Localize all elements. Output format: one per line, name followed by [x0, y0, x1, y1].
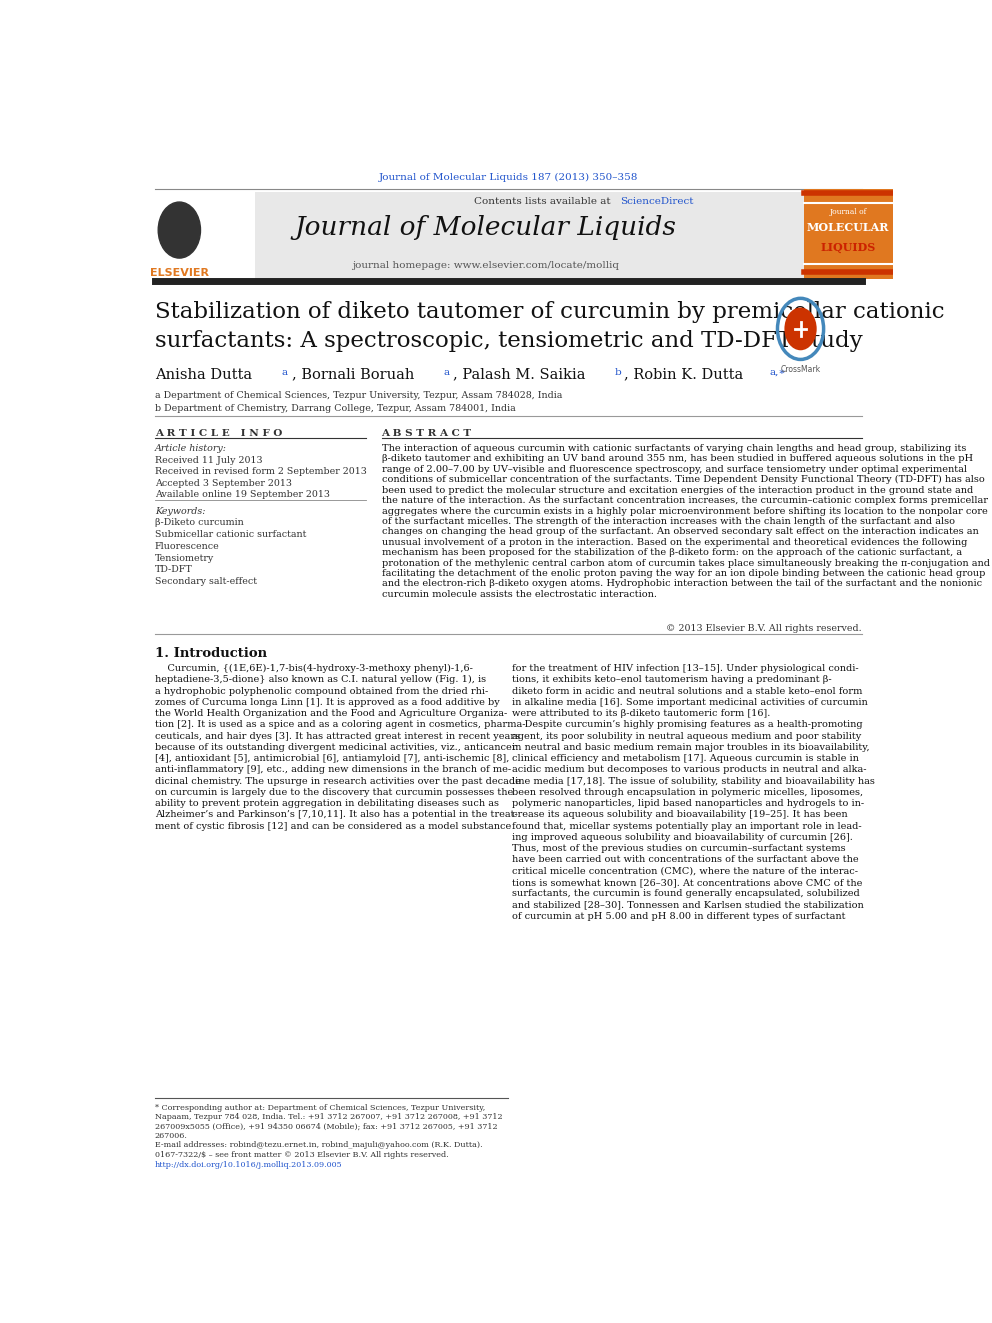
Text: © 2013 Elsevier B.V. All rights reserved.: © 2013 Elsevier B.V. All rights reserved… — [667, 624, 862, 634]
Text: Curcumin, {(1E,6E)-1,7-bis(4-hydroxy-3-methoxy phenyl)-1,6-: Curcumin, {(1E,6E)-1,7-bis(4-hydroxy-3-m… — [155, 664, 472, 673]
Ellipse shape — [158, 202, 200, 258]
Text: * Corresponding author at: Department of Chemical Sciences, Tezpur University,: * Corresponding author at: Department of… — [155, 1105, 485, 1113]
Text: journal homepage: www.elsevier.com/locate/molliq: journal homepage: www.elsevier.com/locat… — [352, 261, 619, 270]
FancyBboxPatch shape — [805, 189, 893, 279]
Text: MOLECULAR: MOLECULAR — [807, 222, 890, 233]
Text: Thus, most of the previous studies on curcumin–surfactant systems: Thus, most of the previous studies on cu… — [512, 844, 846, 853]
Text: Received in revised form 2 September 2013: Received in revised form 2 September 201… — [155, 467, 367, 476]
Text: Journal of: Journal of — [829, 208, 867, 216]
Text: a: a — [443, 368, 449, 377]
Text: Fluorescence: Fluorescence — [155, 542, 219, 550]
Text: diketo form in acidic and neutral solutions and a stable keto–enol form: diketo form in acidic and neutral soluti… — [512, 687, 863, 696]
Text: Napaam, Tezpur 784 028, India. Tel.: +91 3712 267007, +91 3712 267008, +91 3712: Napaam, Tezpur 784 028, India. Tel.: +91… — [155, 1113, 502, 1122]
Text: polymeric nanoparticles, lipid based nanoparticles and hydrogels to in-: polymeric nanoparticles, lipid based nan… — [512, 799, 864, 808]
Text: b Department of Chemistry, Darrang College, Tezpur, Assam 784001, India: b Department of Chemistry, Darrang Colle… — [155, 405, 516, 413]
Text: ceuticals, and hair dyes [3]. It has attracted great interest in recent years: ceuticals, and hair dyes [3]. It has att… — [155, 732, 520, 741]
Text: anti-inflammatory [9], etc., adding new dimensions in the branch of me-: anti-inflammatory [9], etc., adding new … — [155, 765, 511, 774]
Text: LIQUIDS: LIQUIDS — [820, 242, 876, 253]
Text: of curcumin at pH 5.00 and pH 8.00 in different types of surfactant: of curcumin at pH 5.00 and pH 8.00 in di… — [512, 912, 846, 921]
Text: 267009x5055 (Office), +91 94350 06674 (Mobile); fax: +91 3712 267005, +91 3712: 267009x5055 (Office), +91 94350 06674 (M… — [155, 1122, 497, 1130]
Text: for the treatment of HIV infection [13–15]. Under physiological condi-: for the treatment of HIV infection [13–1… — [512, 664, 859, 673]
Text: Stabilization of diketo tautomer of curcumin by premicellar cationic
surfactants: Stabilization of diketo tautomer of curc… — [155, 302, 944, 352]
Text: a,∗: a,∗ — [770, 368, 787, 377]
Text: Article history:: Article history: — [155, 445, 227, 452]
Text: Alzheimer’s and Parkinson’s [7,10,11]. It also has a potential in the treat-: Alzheimer’s and Parkinson’s [7,10,11]. I… — [155, 811, 518, 819]
Text: ⬛: ⬛ — [168, 205, 191, 242]
Text: dicinal chemistry. The upsurge in research activities over the past decade: dicinal chemistry. The upsurge in resear… — [155, 777, 521, 786]
Text: , Bornali Boruah: , Bornali Boruah — [292, 368, 419, 381]
Text: b: b — [614, 368, 621, 377]
Circle shape — [785, 307, 816, 351]
Text: TD-DFT: TD-DFT — [155, 565, 192, 574]
Text: 267006.: 267006. — [155, 1131, 187, 1139]
Text: ing improved aqueous solubility and bioavailability of curcumin [26].: ing improved aqueous solubility and bioa… — [512, 833, 853, 841]
Text: Received 11 July 2013: Received 11 July 2013 — [155, 456, 262, 466]
Text: The interaction of aqueous curcumin with cationic surfactants of varying chain l: The interaction of aqueous curcumin with… — [382, 445, 990, 599]
Text: [4], antioxidant [5], antimicrobial [6], antiamyloid [7], anti-ischemic [8],: [4], antioxidant [5], antimicrobial [6],… — [155, 754, 509, 763]
Text: Journal of Molecular Liquids: Journal of Molecular Liquids — [295, 214, 677, 239]
Text: and stabilized [28–30]. Tonnessen and Karlsen studied the stabilization: and stabilized [28–30]. Tonnessen and Ka… — [512, 901, 864, 909]
Text: 0167-7322/$ – see front matter © 2013 Elsevier B.V. All rights reserved.: 0167-7322/$ – see front matter © 2013 El… — [155, 1151, 448, 1159]
Text: a hydrophobic polyphenolic compound obtained from the dried rhi-: a hydrophobic polyphenolic compound obta… — [155, 687, 488, 696]
Text: Secondary salt-effect: Secondary salt-effect — [155, 577, 257, 586]
Text: were attributed to its β-diketo tautomeric form [16].: were attributed to its β-diketo tautomer… — [512, 709, 771, 718]
Text: CrossMark: CrossMark — [781, 365, 820, 373]
Text: , Palash M. Saikia: , Palash M. Saikia — [453, 368, 590, 381]
Text: ELSEVIER: ELSEVIER — [150, 267, 209, 278]
Text: in alkaline media [16]. Some important medicinal activities of curcumin: in alkaline media [16]. Some important m… — [512, 697, 868, 706]
Text: Despite curcumin’s highly promising features as a health-promoting: Despite curcumin’s highly promising feat… — [512, 720, 863, 729]
Text: http://dx.doi.org/10.1016/j.molliq.2013.09.005: http://dx.doi.org/10.1016/j.molliq.2013.… — [155, 1162, 342, 1170]
Text: on curcumin is largely due to the discovery that curcumin possesses the: on curcumin is largely due to the discov… — [155, 789, 513, 796]
Text: zomes of Curcuma longa Linn [1]. It is approved as a food additive by: zomes of Curcuma longa Linn [1]. It is a… — [155, 697, 500, 706]
Text: ability to prevent protein aggregation in debilitating diseases such as: ability to prevent protein aggregation i… — [155, 799, 499, 808]
Text: Contents lists available at: Contents lists available at — [474, 197, 614, 206]
Text: crease its aqueous solubility and bioavailability [19–25]. It has been: crease its aqueous solubility and bioava… — [512, 811, 848, 819]
FancyBboxPatch shape — [155, 192, 255, 279]
Text: Accepted 3 September 2013: Accepted 3 September 2013 — [155, 479, 292, 488]
Text: the World Health Organization and the Food and Agriculture Organiza-: the World Health Organization and the Fo… — [155, 709, 507, 718]
Text: ScienceDirect: ScienceDirect — [620, 197, 693, 206]
Text: a Department of Chemical Sciences, Tezpur University, Tezpur, Assam 784028, Indi: a Department of Chemical Sciences, Tezpu… — [155, 392, 562, 400]
Text: have been carried out with concentrations of the surfactant above the: have been carried out with concentration… — [512, 856, 859, 864]
Text: a: a — [282, 368, 288, 377]
Text: because of its outstanding divergent medicinal activities, viz., anticancer: because of its outstanding divergent med… — [155, 742, 516, 751]
Text: found that, micellar systems potentially play an important role in lead-: found that, micellar systems potentially… — [512, 822, 862, 831]
Text: ment of cystic fibrosis [12] and can be considered as a model substance: ment of cystic fibrosis [12] and can be … — [155, 822, 511, 831]
Text: line media [17,18]. The issue of solubility, stability and bioavailability has: line media [17,18]. The issue of solubil… — [512, 777, 875, 786]
Text: Available online 19 September 2013: Available online 19 September 2013 — [155, 490, 329, 499]
Text: Anisha Dutta: Anisha Dutta — [155, 368, 257, 381]
Text: , Robin K. Dutta: , Robin K. Dutta — [625, 368, 748, 381]
Text: clinical efficiency and metabolism [17]. Aqueous curcumin is stable in: clinical efficiency and metabolism [17].… — [512, 754, 859, 763]
Text: acidic medium but decomposes to various products in neutral and alka-: acidic medium but decomposes to various … — [512, 765, 867, 774]
Text: in neutral and basic medium remain major troubles in its bioavailability,: in neutral and basic medium remain major… — [512, 742, 870, 751]
Text: tion [2]. It is used as a spice and as a coloring agent in cosmetics, pharma-: tion [2]. It is used as a spice and as a… — [155, 720, 525, 729]
Text: 1. Introduction: 1. Introduction — [155, 647, 267, 660]
Text: heptadiene-3,5-dione} also known as C.I. natural yellow (Fig. 1), is: heptadiene-3,5-dione} also known as C.I.… — [155, 675, 486, 684]
Text: E-mail addresses: robind@tezu.ernet.in, robind_majuli@yahoo.com (R.K. Dutta).: E-mail addresses: robind@tezu.ernet.in, … — [155, 1140, 482, 1148]
Text: critical micelle concentration (CMC), where the nature of the interac-: critical micelle concentration (CMC), wh… — [512, 867, 858, 876]
Text: A R T I C L E   I N F O: A R T I C L E I N F O — [155, 429, 282, 438]
Text: Journal of Molecular Liquids 187 (2013) 350–358: Journal of Molecular Liquids 187 (2013) … — [379, 173, 638, 183]
Text: surfactants, the curcumin is found generally encapsulated, solubilized: surfactants, the curcumin is found gener… — [512, 889, 860, 898]
Text: β-Diketo curcumin: β-Diketo curcumin — [155, 519, 243, 528]
Text: been resolved through encapsulation in polymeric micelles, liposomes,: been resolved through encapsulation in p… — [512, 789, 863, 796]
FancyBboxPatch shape — [155, 192, 805, 279]
Text: tions, it exhibits keto–enol tautomerism having a predominant β-: tions, it exhibits keto–enol tautomerism… — [512, 675, 832, 684]
Text: Tensiometry: Tensiometry — [155, 553, 214, 562]
Text: agent, its poor solubility in neutral aqueous medium and poor stability: agent, its poor solubility in neutral aq… — [512, 732, 861, 741]
Text: Keywords:: Keywords: — [155, 507, 205, 516]
Text: Submicellar cationic surfactant: Submicellar cationic surfactant — [155, 531, 307, 538]
Text: tions is somewhat known [26–30]. At concentrations above CMC of the: tions is somewhat known [26–30]. At conc… — [512, 878, 863, 886]
Text: A B S T R A C T: A B S T R A C T — [382, 429, 471, 438]
